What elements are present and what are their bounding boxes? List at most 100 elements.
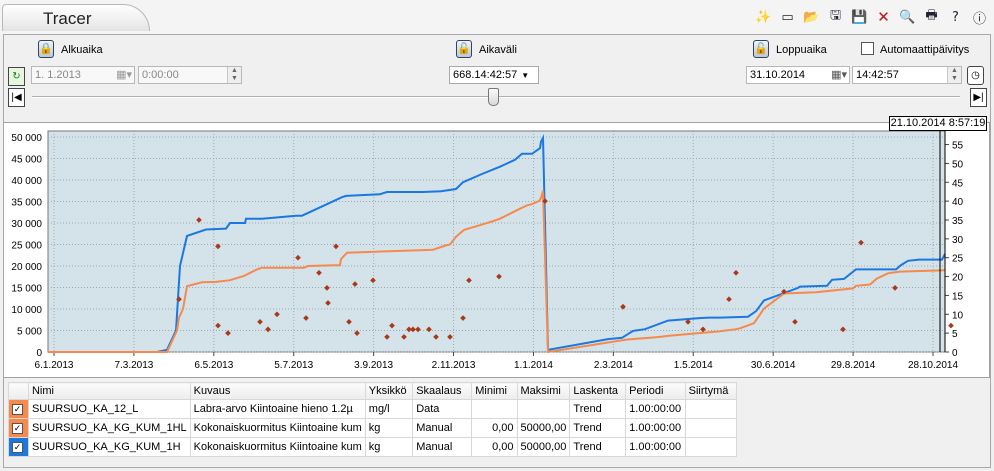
clock-icon[interactable]: ◷ [967, 66, 984, 85]
wand-icon[interactable]: ✨ [755, 9, 772, 25]
y-left-tick-label: 50 000 [11, 133, 42, 144]
x-axis: 6.1.2013 7.3.2013 6.5.2013 5.7.2013 3.9.2013… [35, 352, 958, 371]
info-icon[interactable]: ⓘ [972, 11, 986, 27]
series-visible-checkbox[interactable]: ✓ [12, 441, 23, 453]
series-calculation[interactable]: Trend [569, 399, 627, 419]
table-row[interactable]: ✓ SUURSUO_KA_KG_KUM_1H Kokonaiskuormitus K… [8, 437, 738, 457]
auto-update-checkbox[interactable] [861, 42, 874, 55]
series-scaling[interactable]: Data [412, 399, 473, 419]
series-calculation[interactable]: Trend [569, 418, 627, 438]
series-min[interactable]: 0,00 [471, 418, 518, 438]
column-header[interactable]: Kuvaus [189, 382, 366, 400]
scatter-point [460, 315, 466, 321]
scatter-point [948, 322, 954, 329]
save-icon[interactable]: 💾 [851, 9, 868, 25]
end-time-field[interactable]: 14:42:57 ▲ ▼ [852, 66, 962, 84]
time-slider-thumb[interactable] [488, 88, 499, 106]
series-offset[interactable] [684, 399, 738, 419]
series-name[interactable]: SUURSUO_KA_12_L [27, 399, 191, 419]
column-header[interactable]: Periodi [625, 382, 686, 400]
calendar-dropdown-icon[interactable]: ▦▾ [116, 69, 132, 81]
series-table: Nimi Kuvaus Yksikkö Skaalaus Minimi Maksimi La… [8, 382, 738, 457]
series-name[interactable]: SUURSUO_KA_KG_KUM_1HL [27, 418, 191, 438]
interval-lock-icon[interactable]: 🔓 [456, 40, 472, 58]
scatter-point [257, 318, 263, 325]
refresh-icon[interactable]: ↻ [8, 67, 25, 86]
table-row[interactable]: ✓ SUURSUO_KA_KG_KUM_1HL Kokonaiskuormitus … [8, 418, 738, 438]
column-header[interactable] [8, 382, 29, 400]
series-calculation[interactable]: Trend [569, 437, 627, 457]
series-period[interactable]: 1.00:00:00 [625, 399, 686, 419]
title-bar: Tracer ✨ ▭ 📂 🖫 💾 ✕ 🔍 🖶? ⓘ [0, 0, 994, 34]
start-date-field[interactable]: 1. 1.2013 ▦▾ [31, 66, 135, 84]
scatter-point [401, 334, 407, 340]
series-period[interactable]: 1.00:00:00 [625, 437, 686, 457]
series-visible-checkbox[interactable]: ✓ [12, 422, 23, 434]
series-offset[interactable] [684, 418, 738, 438]
series-min[interactable]: 0,00 [471, 437, 518, 457]
x-tick-label: 6.5.2013 [194, 360, 233, 371]
go-end-icon[interactable]: ▶| [970, 88, 987, 107]
trend-chart-svg[interactable]: 0 5 000 10 000 15 000 20 000 25 000 30 000 35 0… [4, 123, 990, 379]
scatter-point [415, 326, 421, 333]
column-header[interactable]: Laskenta [569, 382, 627, 400]
interval-select[interactable]: 668.14:42:57 ▼ [449, 66, 539, 84]
series-period[interactable]: 1.00:00:00 [625, 418, 686, 438]
end-date-field[interactable]: 31.10.2014 ▦▾ [746, 66, 850, 84]
column-header[interactable]: Maksimi [516, 382, 571, 400]
window-title: Tracer [43, 9, 92, 28]
open-icon[interactable]: 📂 [803, 9, 820, 25]
print-icon[interactable]: 🖶 [925, 8, 938, 23]
series-unit[interactable]: kg [364, 437, 414, 457]
column-header[interactable]: Minimi [471, 382, 518, 400]
scatter-point [700, 326, 706, 333]
series-description[interactable]: Kokonaiskuormitus Kiintoaine kum [189, 418, 366, 438]
title-tab[interactable]: Tracer [2, 4, 150, 31]
help-icon[interactable]: ? [952, 9, 959, 25]
y-left-tick-label: 20 000 [11, 262, 42, 273]
start-lock-icon[interactable]: 🔒 [38, 40, 54, 58]
plot-area[interactable] [47, 130, 946, 353]
series-color-cell[interactable]: ✓ [8, 399, 29, 419]
go-start-icon[interactable]: |◀ [8, 88, 25, 107]
series-offset[interactable] [684, 437, 738, 457]
x-tick-label: 29.8.2014 [831, 360, 876, 371]
x-tick-label: 1.1.2014 [514, 360, 553, 371]
series-description[interactable]: Kokonaiskuormitus Kiintoaine kum [189, 437, 366, 457]
start-time-spinner[interactable]: ▲ ▼ [227, 67, 241, 83]
end-time-spinner[interactable]: ▲ ▼ [947, 67, 961, 83]
table-row[interactable]: ✓ SUURSUO_KA_12_L Labra-arvo Kiintoaine hi… [8, 399, 738, 419]
column-header[interactable]: Siirtymä [684, 382, 738, 400]
y-left-tick-label: 40 000 [11, 176, 42, 187]
end-lock-icon[interactable]: 🔓 [753, 40, 769, 58]
series-color-cell[interactable]: ✓ [8, 437, 29, 457]
save-as-icon[interactable]: 🖫 [829, 8, 842, 23]
zoom-icon[interactable]: 🔍 [899, 9, 916, 25]
cursor-time-label: 21.10.2014 8:57:19 [889, 116, 987, 131]
y-right-tick-label: 20 [952, 273, 964, 284]
column-header[interactable]: Skaalaus [412, 382, 473, 400]
series-max[interactable] [516, 399, 571, 419]
series-name[interactable]: SUURSUO_KA_KG_KUM_1H [27, 437, 191, 457]
end-date-value: 31.10.2014 [750, 69, 806, 81]
scatter-point [496, 273, 502, 280]
column-header[interactable]: Nimi [27, 382, 191, 400]
series-min[interactable] [471, 399, 518, 419]
series-unit[interactable]: mg/l [364, 399, 414, 419]
trend-chart[interactable]: 0 5 000 10 000 15 000 20 000 25 000 30 000 35 0… [4, 122, 990, 378]
scatter-point [840, 326, 846, 333]
series-description[interactable]: Labra-arvo Kiintoaine hieno 1.2µ [189, 399, 366, 419]
column-header[interactable]: Yksikkö [364, 382, 414, 400]
series-scaling[interactable]: Manual [412, 437, 473, 457]
start-time-field[interactable]: 0:00:00 ▲ ▼ [138, 66, 242, 84]
delete-icon[interactable]: ✕ [877, 8, 890, 26]
series-max[interactable]: 50000,00 [516, 437, 571, 457]
table-header: Nimi Kuvaus Yksikkö Skaalaus Minimi Maksimi La… [8, 382, 738, 400]
series-max[interactable]: 50000,00 [516, 418, 571, 438]
series-visible-checkbox[interactable]: ✓ [12, 403, 23, 415]
end-calendar-dropdown-icon[interactable]: ▦▾ [831, 69, 847, 81]
series-color-cell[interactable]: ✓ [8, 418, 29, 438]
series-scaling[interactable]: Manual [412, 418, 473, 438]
series-unit[interactable]: kg [364, 418, 414, 438]
new-icon[interactable]: ▭ [781, 9, 794, 25]
